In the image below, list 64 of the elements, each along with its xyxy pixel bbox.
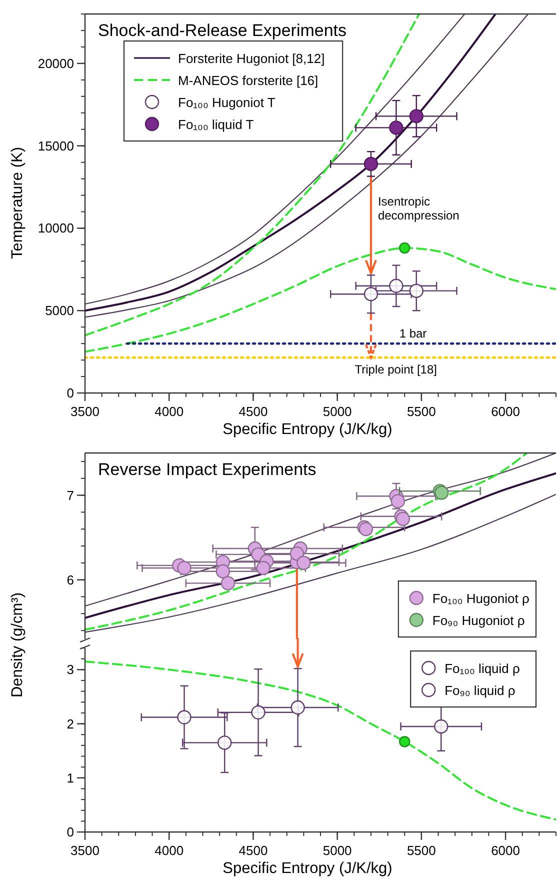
point (434, 719, 448, 734)
y-axis-title: Temperature (K) (9, 147, 26, 259)
legend-label: Fo₁₀₀ liquid T (178, 117, 254, 132)
point (256, 560, 270, 576)
point (409, 109, 424, 124)
point (390, 494, 405, 508)
point (364, 287, 378, 302)
annotation: 1 bar (399, 326, 427, 341)
point (389, 120, 404, 135)
x-axis-title: Specific Entropy (J/K/kg) (222, 421, 392, 438)
point (396, 512, 410, 526)
x-tick-label: 3500 (70, 404, 100, 419)
ref-line-label: Triple point [18] (354, 362, 437, 377)
y-tick-label: 10000 (38, 220, 74, 236)
line-series (85, 660, 556, 821)
legend-label: M-ANEOS forsterite [16] (178, 73, 318, 88)
chart-title: Reverse Impact Experiments (98, 460, 316, 479)
x-tick-label: 4000 (154, 404, 184, 419)
y-tick-label: 7 (66, 488, 74, 503)
point (220, 576, 236, 590)
x-tick-label: 6000 (491, 404, 520, 419)
annotation: Isentropic decompression (378, 194, 460, 222)
y-tick-label: 5000 (45, 303, 74, 318)
point (399, 736, 410, 748)
x-tick-label: 4500 (238, 404, 268, 419)
x-tick-label: 5500 (406, 404, 436, 419)
x-axis-title: Specific Entropy (J/K/kg) (222, 860, 392, 877)
point (290, 546, 304, 561)
y-tick-label: 3 (66, 662, 74, 678)
point (177, 560, 192, 576)
point (389, 278, 404, 293)
y-tick-label: 0 (66, 824, 74, 840)
y-tick-label: 2 (66, 716, 74, 732)
legend-label: Fo₁₀₀ Hugoniot ρ (432, 591, 530, 606)
point (177, 710, 192, 724)
y-tick-label: 6 (66, 572, 74, 588)
y-axis-title: Density (g/cm³) (9, 592, 26, 698)
y-tick-label: 15000 (38, 138, 74, 154)
line-series (85, 453, 528, 631)
point (218, 736, 232, 750)
x-tick-label: 4000 (154, 843, 184, 858)
legend-label: Forsterite Hugoniot [8,12] (178, 51, 325, 66)
x-tick-label: 6000 (491, 843, 520, 858)
line-series (85, 494, 556, 633)
point (251, 705, 266, 720)
point (216, 564, 230, 578)
legend-label: Fo₁₀₀ Hugoniot T (178, 95, 276, 110)
point (409, 284, 424, 298)
x-tick-label: 5000 (322, 843, 352, 858)
legend-label: Fo₉₀ liquid ρ (444, 683, 516, 698)
y-tick-label: 20000 (38, 56, 74, 71)
point (364, 156, 378, 172)
chart-title: Shock-and-Release Experiments (98, 21, 347, 40)
point (296, 556, 311, 570)
x-tick-label: 5000 (322, 404, 352, 419)
x-tick-label: 5500 (406, 843, 436, 858)
x-tick-label: 3500 (70, 843, 100, 858)
legend-label: Fo₁₀₀ liquid ρ (444, 661, 520, 676)
x-tick-label: 4500 (238, 843, 268, 858)
y-tick-label: 0 (66, 386, 74, 400)
point (290, 700, 305, 715)
point (399, 242, 410, 254)
y-tick-label: 1 (66, 770, 74, 786)
legend-label: Fo₉₀ Hugoniot ρ (432, 613, 525, 628)
